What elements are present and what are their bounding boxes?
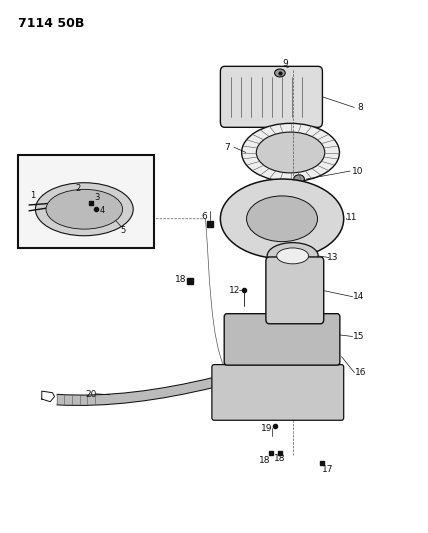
Text: 9: 9 [282,60,288,68]
Ellipse shape [267,243,318,269]
Text: 10: 10 [352,166,363,175]
Text: 11: 11 [346,213,358,222]
Ellipse shape [36,183,133,236]
Text: 7: 7 [224,143,230,152]
Text: 20: 20 [85,390,96,399]
Text: 18: 18 [274,455,285,464]
Text: 12: 12 [229,286,240,295]
FancyBboxPatch shape [224,314,340,365]
Ellipse shape [275,69,285,77]
Bar [18,155,155,248]
Text: 8: 8 [358,103,363,112]
PathPatch shape [56,378,214,405]
Ellipse shape [277,248,309,264]
Text: 16: 16 [355,368,366,377]
Ellipse shape [247,196,318,241]
Text: 17: 17 [322,465,334,474]
Text: 18: 18 [175,275,187,284]
Ellipse shape [294,175,304,183]
Text: 1: 1 [30,191,35,200]
Ellipse shape [256,132,325,173]
Text: 18: 18 [259,456,271,465]
Text: 6: 6 [202,212,208,221]
Text: 2: 2 [76,183,81,192]
Text: 7114 50B: 7114 50B [18,17,85,30]
Text: 3: 3 [95,193,100,202]
Text: 13: 13 [327,253,339,262]
Text: 4: 4 [100,206,105,215]
Text: 15: 15 [353,332,364,341]
FancyBboxPatch shape [212,365,344,420]
FancyBboxPatch shape [266,257,324,324]
Ellipse shape [242,123,339,182]
Ellipse shape [220,179,344,259]
Text: 14: 14 [353,292,364,301]
Ellipse shape [46,189,122,229]
Text: 19: 19 [262,424,273,433]
Text: 5: 5 [120,227,125,236]
FancyBboxPatch shape [220,66,322,127]
